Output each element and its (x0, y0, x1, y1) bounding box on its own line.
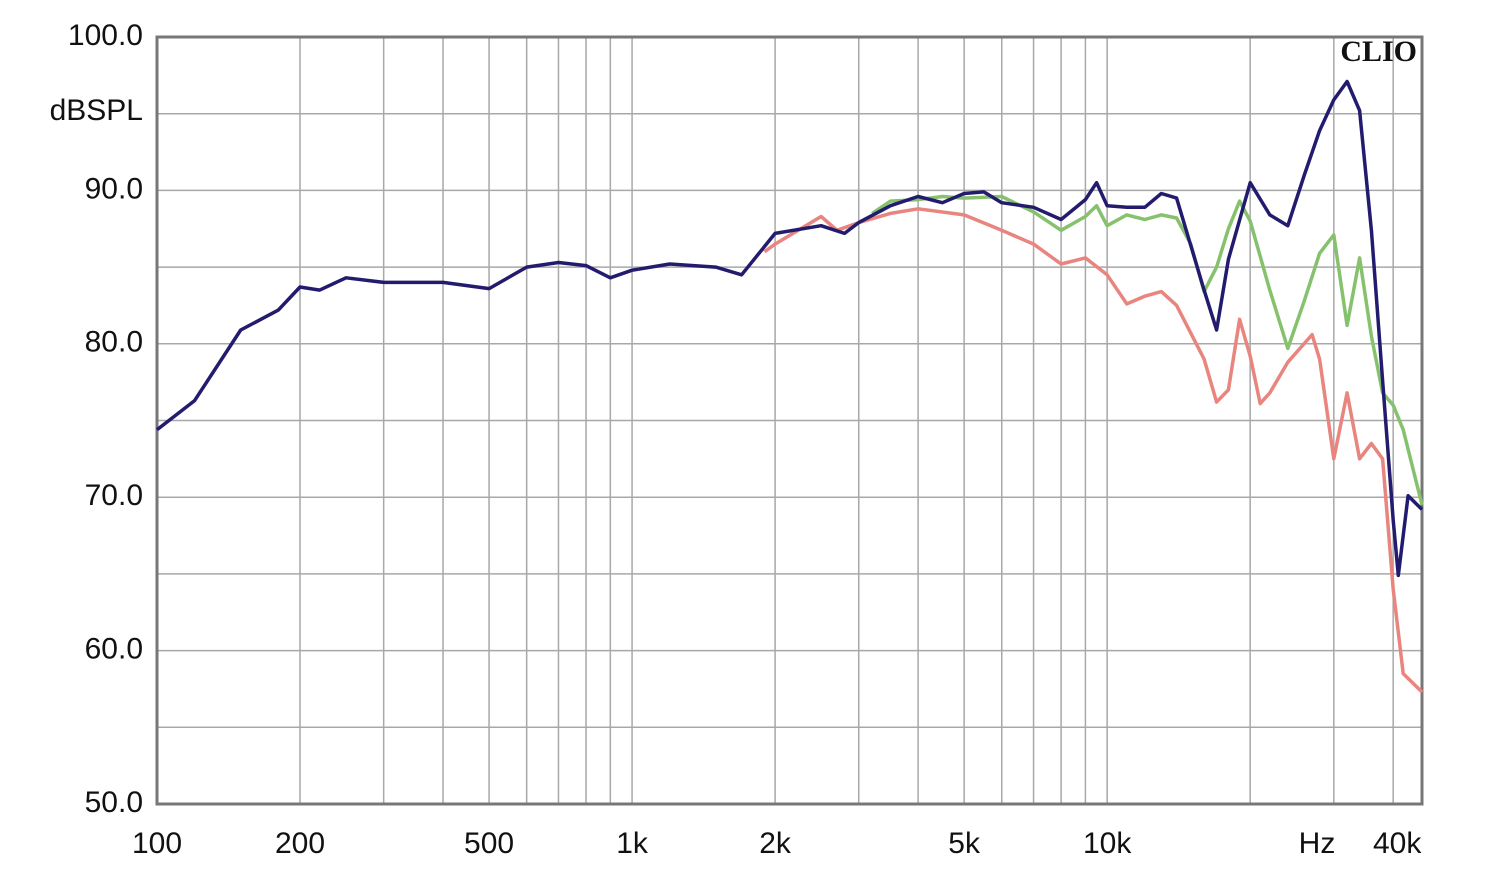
x-axis-label: Hz (1299, 827, 1336, 860)
series-line (763, 207, 1424, 694)
watermark: CLIO (1340, 35, 1417, 68)
y-tick-label: 60.0 (85, 633, 143, 666)
y-tick-label: 70.0 (85, 479, 143, 512)
x-tick-label: 500 (464, 827, 514, 860)
x-tick-label: 200 (275, 827, 325, 860)
y-tick-label: 100.0 (68, 19, 143, 52)
y-tick-label: 80.0 (85, 326, 143, 359)
x-tick-label: 2k (759, 827, 792, 860)
y-tick-label: 90.0 (85, 172, 143, 205)
plot: 50.0 60.0 70.0 80.0 90.0 100.0 100 200 500 1k 2k 5k… (68, 19, 1424, 860)
x-tick-label: 1k (616, 827, 649, 860)
series-line (871, 194, 1424, 506)
series-line (155, 79, 1424, 578)
x-tick-label: 100 (132, 827, 182, 860)
x-tick-label: 10k (1083, 827, 1132, 860)
plot-frame (155, 35, 1424, 806)
y-tick-label: 50.0 (85, 786, 143, 819)
x-tick-label: 5k (948, 827, 981, 860)
y-axis-label: dBSPL (50, 94, 143, 127)
x-tick-label: 40k (1373, 827, 1422, 860)
